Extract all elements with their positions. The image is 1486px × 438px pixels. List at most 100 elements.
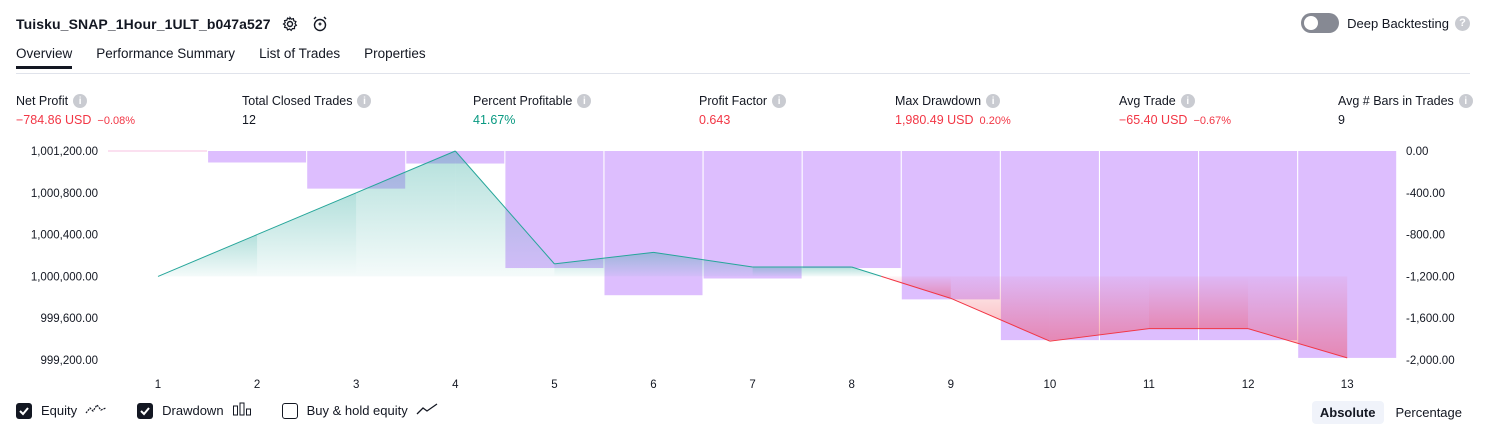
left-axis-tick: 999,600.00 <box>40 313 98 325</box>
equity-line <box>1049 328 1150 342</box>
alarm-add-icon[interactable] <box>309 13 331 35</box>
right-axis-tick: -2,000.00 <box>1406 355 1455 367</box>
info-icon[interactable]: i <box>577 94 592 108</box>
metric-avg-trade: Avg Trade i −65.40 USD −0.67% <box>1119 94 1231 127</box>
x-axis-tick: 2 <box>254 379 260 391</box>
equity-line <box>454 150 555 265</box>
right-axis-tick: -400.00 <box>1406 188 1445 200</box>
metric-label: Max Drawdown <box>895 94 982 108</box>
left-axis-tick: 1,000,000.00 <box>31 271 98 283</box>
equity-line <box>653 251 753 268</box>
left-axis-tick: 1,000,400.00 <box>31 230 98 242</box>
deep-backtesting-label: Deep Backtesting <box>1347 15 1449 31</box>
equity-profit-area <box>653 252 753 277</box>
right-axis-tick: -1,200.00 <box>1406 271 1455 283</box>
metric-profit-factor: Profit Factor i 0.643 <box>699 94 787 127</box>
x-axis-tick: 10 <box>1044 379 1057 391</box>
drawdown-bar <box>802 151 901 269</box>
legend-label: Drawdown <box>162 403 224 418</box>
equity-profit-area <box>356 151 456 277</box>
right-axis-tick: -1,600.00 <box>1406 313 1455 325</box>
metric-total-closed-trades: Total Closed Trades i 12 <box>242 94 372 127</box>
metric-max-drawdown: Max Drawdown i 1,980.49 USD 0.20% <box>895 94 1011 127</box>
legend-label: Buy & hold equity <box>306 403 408 418</box>
mode-absolute[interactable]: Absolute <box>1311 401 1384 424</box>
equity-line <box>356 150 456 194</box>
metric-value: 12 <box>242 113 256 127</box>
right-axis-tick: 0.00 <box>1406 146 1428 158</box>
settings-icon[interactable] <box>279 13 301 35</box>
x-axis-tick: 6 <box>650 379 656 391</box>
metric-label: Percent Profitable <box>473 94 573 108</box>
equity-wave-icon <box>85 402 107 419</box>
deep-backtesting-toggle[interactable] <box>1301 13 1340 33</box>
info-icon[interactable]: i <box>73 94 88 108</box>
help-icon[interactable]: ? <box>1455 15 1470 31</box>
right-axis-tick: -800.00 <box>1406 230 1445 242</box>
equity-line <box>851 266 882 277</box>
tabs-divider <box>16 73 1470 74</box>
metric-value: 9 <box>1338 113 1345 127</box>
info-icon[interactable]: i <box>772 94 787 108</box>
checkbox-checked-icon[interactable] <box>137 402 154 419</box>
equity-line <box>157 234 258 277</box>
equity-drawdown-chart[interactable]: 1,001,200.00 1,000,800.00 1,000,400.00 1,00… <box>0 138 1486 400</box>
equity-loss-area <box>1149 276 1249 329</box>
drawdown-bars-icon <box>232 402 252 419</box>
metric-label: Total Closed Trades <box>242 94 353 108</box>
equity-line <box>554 251 654 265</box>
drawdown-bar <box>901 151 1000 300</box>
buy-hold-line-icon <box>416 402 438 419</box>
metric-value: 1,980.49 USD <box>895 113 974 127</box>
equity-line <box>256 192 357 236</box>
left-axis-tick: 999,200.00 <box>40 355 98 367</box>
legend-drawdown[interactable]: Drawdown <box>137 402 251 419</box>
x-axis-tick: 3 <box>353 379 359 391</box>
equity-loss-area <box>950 276 1050 342</box>
mode-percentage[interactable]: Percentage <box>1395 405 1463 420</box>
checkbox-checked-icon[interactable] <box>16 402 32 419</box>
equity-profit-area <box>554 252 654 277</box>
left-axis-tick: 1,001,200.00 <box>31 146 98 158</box>
info-icon[interactable]: i <box>1458 94 1473 108</box>
strategy-title: Tuisku_SNAP_1Hour_1ULT_b047a527 <box>16 16 271 32</box>
x-axis-tick: 12 <box>1242 379 1255 391</box>
x-axis-tick: 5 <box>551 379 557 391</box>
checkbox-unchecked-icon[interactable] <box>281 402 298 419</box>
drawdown-bar <box>208 151 307 163</box>
tab-overview[interactable]: Overview <box>16 46 73 69</box>
legend-equity[interactable]: Equity <box>16 402 107 419</box>
x-axis-tick: 4 <box>452 379 459 391</box>
left-axis-tick: 1,000,800.00 <box>31 188 98 200</box>
metric-value: 41.67% <box>473 113 516 127</box>
tab-performance-summary[interactable]: Performance Summary <box>96 46 236 61</box>
metric-percent: 0.20% <box>979 115 1011 127</box>
equity-profit-area <box>455 151 555 277</box>
tab-bar: Overview Performance Summary List of Tra… <box>16 46 450 69</box>
deep-backtesting: Deep Backtesting ? <box>1301 13 1470 33</box>
metric-label: Avg # Bars in Trades <box>1338 94 1454 108</box>
tab-list-of-trades[interactable]: List of Trades <box>259 46 341 61</box>
chart-legend: Equity Drawdown Buy & hold equity <box>16 402 468 419</box>
x-axis-tick: 13 <box>1341 379 1354 391</box>
legend-buy-hold[interactable]: Buy & hold equity <box>281 402 438 419</box>
info-icon[interactable]: i <box>357 94 372 108</box>
metric-label: Net Profit <box>16 94 69 108</box>
equity-line <box>1247 328 1348 359</box>
x-axis-tick: 11 <box>1143 379 1155 391</box>
info-icon[interactable]: i <box>986 94 1001 108</box>
x-axis-tick: 1 <box>155 379 161 391</box>
equity-line <box>950 297 1051 342</box>
x-axis-tick: 8 <box>848 379 854 391</box>
metric-percent: −0.67% <box>1193 115 1232 127</box>
tab-properties[interactable]: Properties <box>364 46 426 61</box>
equity-profit-area <box>257 192 357 277</box>
info-icon[interactable]: i <box>1180 94 1195 108</box>
metric-percent: −0.08% <box>97 115 136 127</box>
metric-label: Profit Factor <box>699 94 768 108</box>
metric-avg-bars: Avg # Bars in Trades i 9 <box>1338 94 1473 127</box>
equity-line <box>881 275 951 299</box>
metric-value: −65.40 USD <box>1119 113 1188 127</box>
metric-label: Avg Trade <box>1119 94 1176 108</box>
equity-loss-area <box>1049 276 1149 342</box>
